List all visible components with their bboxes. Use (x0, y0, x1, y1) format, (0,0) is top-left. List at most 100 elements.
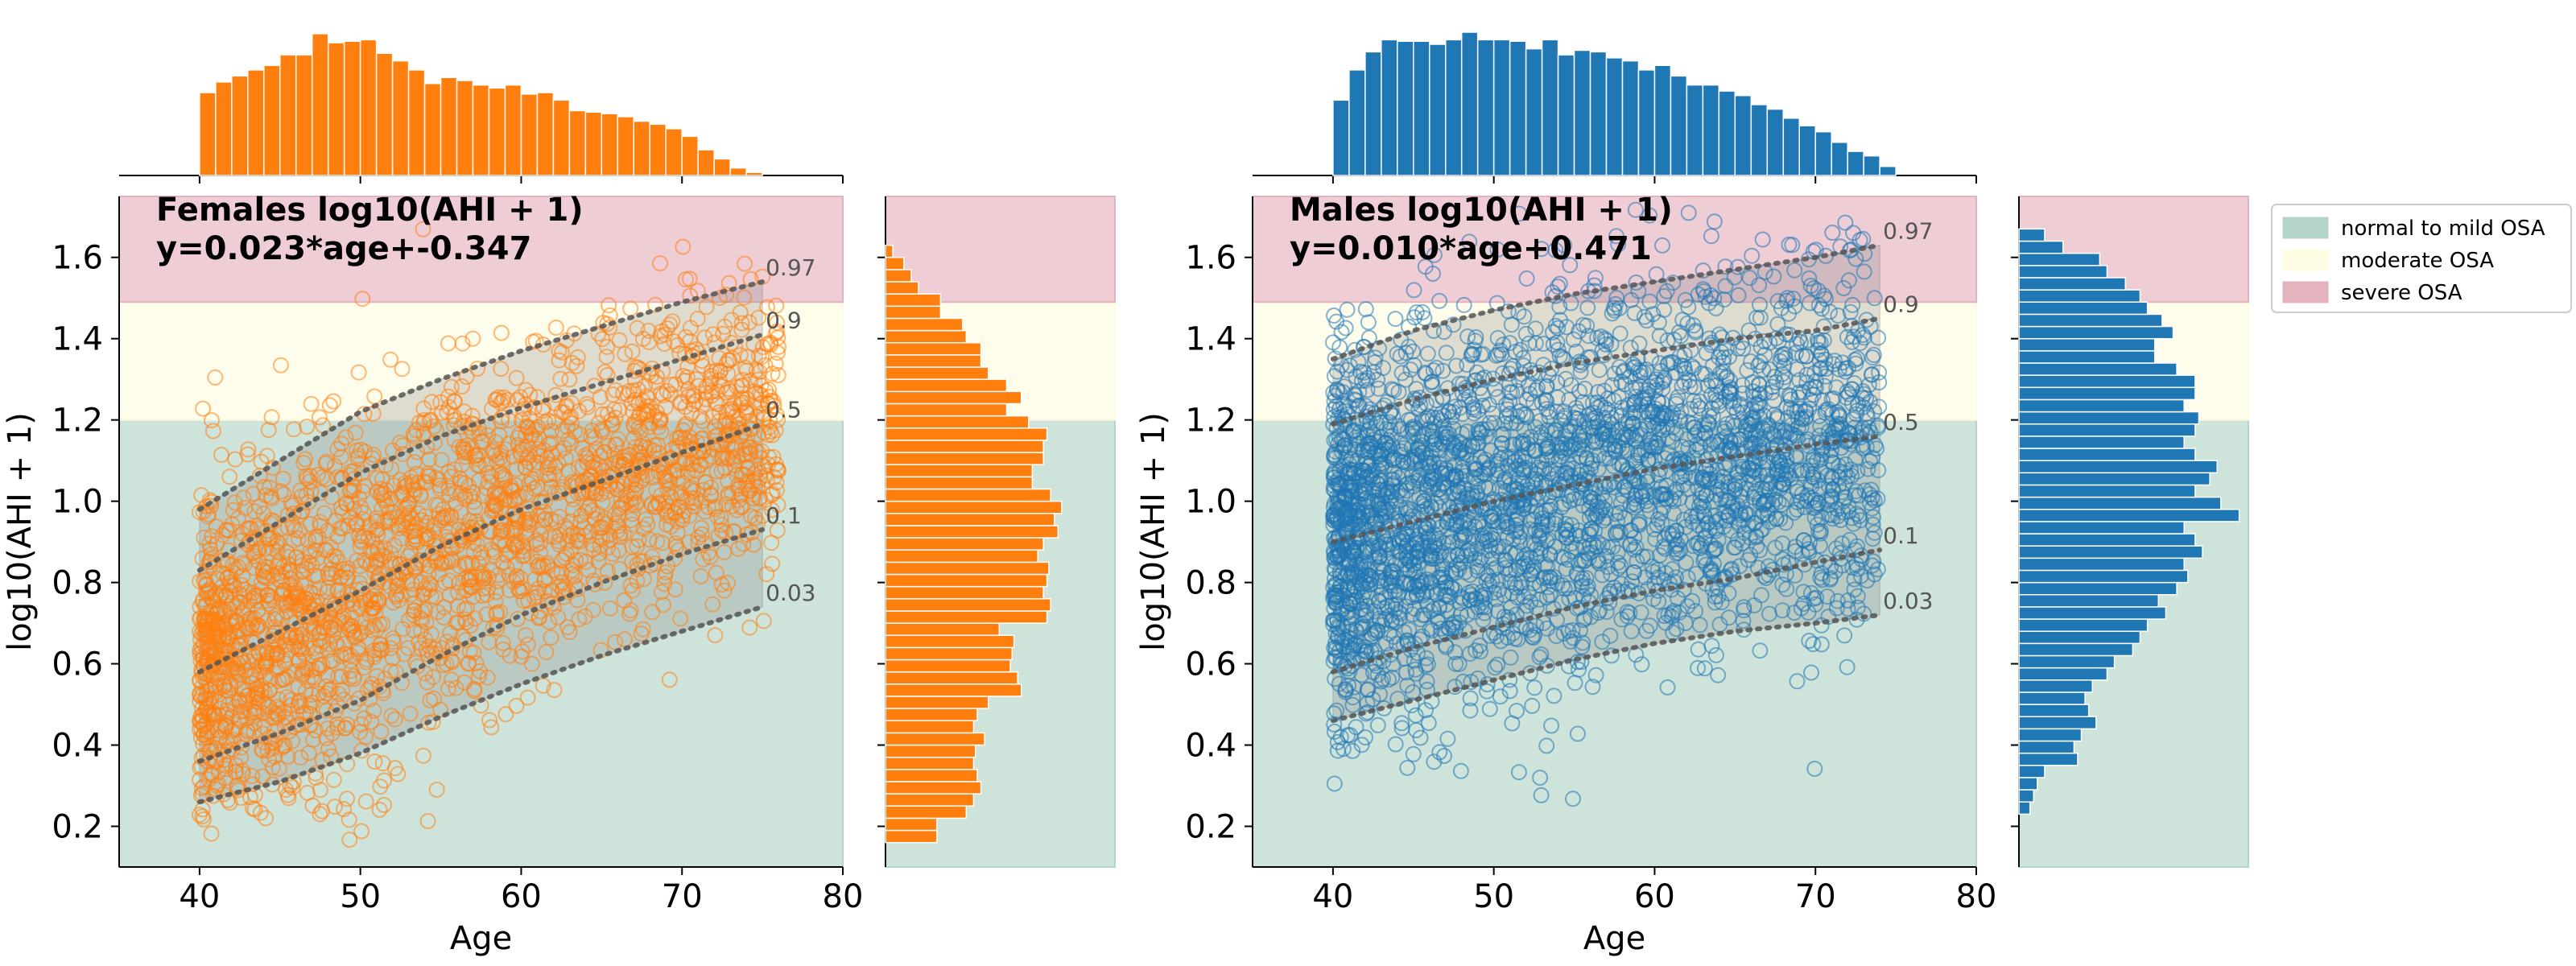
scatter-point (285, 505, 302, 522)
scatter-point (530, 609, 547, 626)
scatter-point (681, 534, 698, 551)
scatter-point (704, 596, 721, 613)
scatter-point (580, 499, 597, 516)
scatter-point (663, 518, 679, 535)
scatter-point (363, 713, 380, 730)
value-hist-bar (885, 341, 982, 356)
scatter-point (464, 555, 481, 572)
scatter-point (229, 629, 246, 646)
scatter-point (587, 576, 603, 592)
value-hist-bar (885, 500, 1063, 514)
scatter-point (683, 405, 700, 422)
scatter-point (692, 568, 709, 584)
scatter-point (383, 708, 400, 724)
age-hist-bar (359, 39, 378, 176)
scatter-point (270, 672, 287, 689)
scatter-point (764, 555, 781, 572)
scatter-point (541, 436, 558, 452)
scatter-point (345, 695, 362, 712)
scatter-point (1823, 442, 1840, 459)
scatter-point (283, 588, 299, 605)
scatter-point (280, 548, 297, 565)
scatter-point (677, 328, 694, 345)
scatter-point (694, 526, 710, 543)
scatter-point (270, 760, 287, 777)
scatter-point (644, 604, 661, 621)
scatter-point (421, 528, 438, 545)
scatter-point (691, 378, 708, 394)
scatter-point (305, 624, 322, 641)
scatter-point (1824, 225, 1841, 241)
scatter-point (370, 591, 387, 608)
scatter-point (345, 479, 362, 496)
scatter-point (668, 485, 685, 502)
y-tick-label: 1.6 (52, 240, 103, 277)
scatter-point (661, 671, 678, 688)
scatter-point (615, 449, 632, 466)
scatter-point (252, 468, 268, 485)
scatter-point (1405, 745, 1422, 762)
scatter-point (687, 490, 704, 506)
scatter-point (1717, 278, 1734, 295)
scatter-point (292, 749, 309, 766)
scatter-point (677, 418, 694, 435)
scatter-point (741, 482, 758, 499)
scatter-point (543, 423, 559, 440)
scatter-point (283, 494, 299, 511)
scatter-point (379, 511, 396, 528)
scatter-point (550, 609, 567, 625)
y-tick-label: 1.2 (52, 402, 103, 440)
scatter-point (515, 592, 532, 609)
y-tick-label: 0.4 (52, 728, 103, 765)
scatter-point (195, 686, 211, 703)
scatter-point (708, 362, 725, 379)
scatter-point (592, 485, 609, 502)
scatter-point (552, 370, 569, 387)
age-hist-bar (279, 54, 297, 176)
age-hist-bar (536, 92, 555, 176)
scatter-point (443, 551, 460, 568)
scatter-point (736, 289, 753, 306)
scatter-point (386, 477, 402, 493)
value-hist-bar (885, 683, 1022, 697)
scatter-point (433, 404, 450, 421)
scatter-point (1844, 296, 1861, 313)
scatter-point (383, 460, 400, 477)
scatter-point (753, 349, 770, 365)
scatter-point (270, 553, 287, 570)
scatter-point (358, 651, 375, 668)
scatter-point (498, 523, 515, 539)
scatter-point (371, 801, 388, 818)
scatter-point (698, 299, 715, 316)
scatter-point (715, 325, 732, 342)
value-hist-bar (885, 244, 894, 258)
scatter-point (274, 568, 291, 585)
value-hist-bar (885, 610, 1048, 624)
scatter-point (312, 409, 328, 426)
scatter-point (749, 444, 766, 460)
scatter-point (629, 556, 646, 573)
scatter-point (551, 509, 568, 525)
scatter-point (303, 557, 320, 574)
scatter-point (193, 688, 209, 705)
scatter-point (415, 747, 431, 764)
value-hist-bar (885, 537, 1044, 551)
scatter-point (226, 494, 243, 511)
scatter-point (405, 522, 422, 539)
scatter-point (462, 617, 479, 634)
scatter-point (489, 605, 506, 621)
scatter-point (234, 526, 251, 543)
side-band-2 (885, 196, 1116, 303)
value-hist-bar (885, 317, 964, 332)
scatter-point (609, 436, 625, 453)
scatter-point (592, 389, 609, 406)
scatter-point (724, 497, 741, 514)
scatter-point (382, 351, 399, 368)
scatter-point (673, 485, 689, 502)
scatter-point (716, 460, 733, 477)
scatter-point (251, 498, 268, 515)
scatter-point (318, 730, 335, 746)
scatter-point (453, 378, 470, 394)
age-hist-bar (407, 69, 426, 176)
scatter-point (217, 603, 234, 620)
